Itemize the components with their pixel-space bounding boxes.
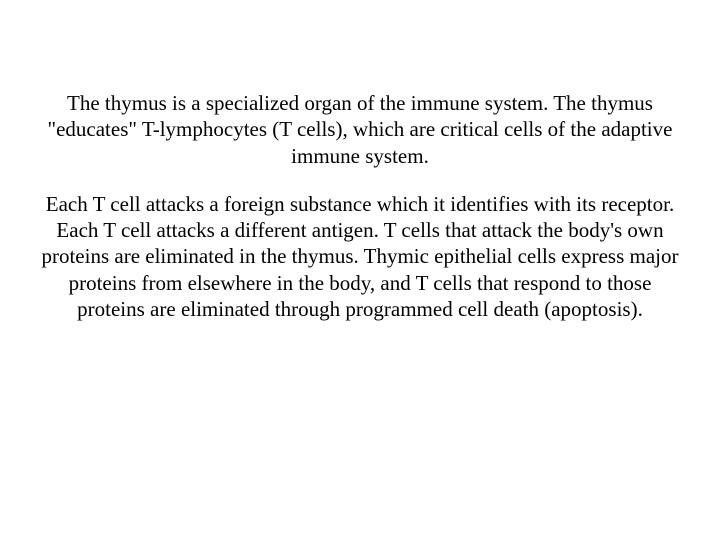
paragraph-2: Each T cell attacks a foreign substance … bbox=[40, 191, 680, 322]
paragraph-gap bbox=[40, 169, 680, 191]
paragraph-1: The thymus is a specialized organ of the… bbox=[40, 90, 680, 169]
slide: The thymus is a specialized organ of the… bbox=[0, 0, 720, 540]
